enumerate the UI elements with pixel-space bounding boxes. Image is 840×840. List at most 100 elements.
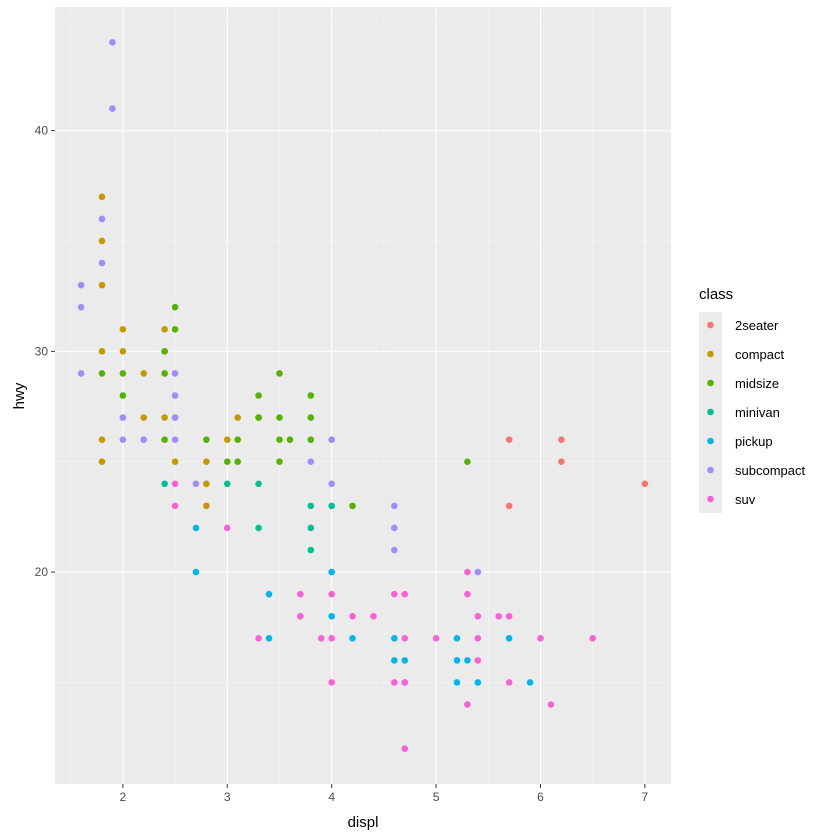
data-point-minivan [255,480,262,488]
data-point-midsize [171,303,179,311]
data-point-subcompact [474,568,482,576]
data-point-pickup [505,635,513,642]
data-point-midsize [171,325,179,333]
legend-key-compact [707,350,714,358]
data-point-suv [171,480,179,488]
data-point-pickup [192,568,200,576]
data-point-suv [317,635,325,642]
x-tick-label: 4 [328,790,335,804]
data-point-suv [391,679,398,686]
data-point-midsize [307,414,315,421]
data-point-suv [255,635,262,642]
data-point-midsize [255,392,262,399]
data-point-suv [432,635,440,642]
data-point-suv [474,657,482,664]
data-point-subcompact [77,281,85,289]
data-point-minivan [255,524,262,532]
data-point-midsize [223,458,231,466]
x-axis: 2 3 4 5 6 7 [120,784,649,804]
data-point-suv [464,590,471,598]
legend-key-subcompact [707,466,714,474]
legend-key-pickup [707,437,714,445]
data-point-minivan [223,480,231,488]
data-point-midsize [161,436,168,443]
data-point-midsize [464,458,471,466]
data-point-compact [98,458,106,466]
data-point-midsize [276,436,283,443]
data-points [77,39,649,752]
x-tick-label: 7 [642,790,649,804]
data-point-compact [161,414,168,421]
data-point-pickup [349,635,356,642]
data-point-pickup [474,679,482,686]
data-point-suv [547,701,555,708]
data-point-compact [119,325,127,333]
x-axis-title: displ [348,814,379,831]
data-point-compact [140,370,148,377]
x-tick-label: 5 [433,790,440,804]
legend-label-minivan: minivan [735,405,780,420]
data-point-minivan [161,480,168,488]
data-point-minivan [307,524,315,532]
data-point-suv [464,568,471,576]
data-point-suv [391,590,398,598]
data-point-pickup [328,568,335,576]
data-point-midsize [119,392,127,399]
data-point-suv [349,612,356,620]
y-axis-title: hwy [11,382,28,409]
data-point-midsize [307,392,315,399]
data-point-pickup [192,524,200,532]
legend-key-suv [707,495,714,503]
data-point-suv [297,590,304,598]
y-tick-label: 30 [35,344,49,358]
data-point-compact [203,480,210,488]
data-point-midsize [203,436,210,443]
plot-panel [55,7,671,784]
data-point-compact [171,458,179,466]
data-point-midsize [276,370,283,377]
data-point-2seater [558,436,565,443]
data-point-subcompact [171,392,179,399]
data-point-suv [328,635,335,642]
data-point-midsize [234,458,242,466]
data-point-suv [401,745,409,752]
data-point-compact [98,237,106,245]
data-point-compact [140,414,148,421]
data-point-subcompact [119,414,127,421]
data-point-subcompact [391,502,398,510]
data-point-suv [401,590,409,598]
data-point-pickup [453,657,461,664]
data-point-subcompact [171,414,179,421]
data-point-midsize [276,414,283,421]
data-point-minivan [328,502,335,510]
data-point-pickup [453,635,461,642]
data-point-subcompact [98,259,106,267]
data-point-subcompact [109,105,116,112]
data-point-midsize [286,436,294,443]
data-point-suv [464,701,471,708]
data-point-suv [370,612,377,620]
data-point-pickup [401,657,409,664]
data-point-suv [474,635,482,642]
legend-key-minivan [707,408,714,416]
data-point-subcompact [77,303,85,311]
data-point-suv [537,635,544,642]
data-point-minivan [307,502,315,510]
data-point-suv [589,635,596,642]
data-point-pickup [464,657,471,664]
data-point-suv [297,612,304,620]
legend: class 2seater compact midsize minivan pickup… [699,286,805,513]
data-point-compact [98,348,106,355]
data-point-compact [161,325,168,333]
data-point-compact [98,436,106,443]
data-point-midsize [307,436,315,443]
x-tick-label: 3 [224,790,231,804]
data-point-midsize [161,370,168,377]
legend-label-compact: compact [735,347,785,362]
data-point-subcompact [119,436,127,443]
data-point-pickup [328,612,335,620]
data-point-suv [474,612,482,620]
legend-title: class [699,286,733,303]
data-point-subcompact [328,436,335,443]
